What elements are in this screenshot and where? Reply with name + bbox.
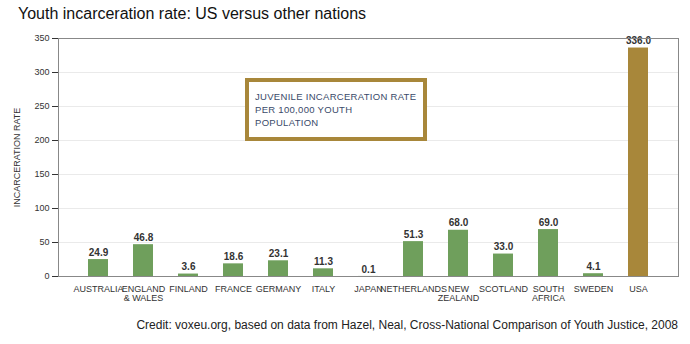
- svg-text:33.0: 33.0: [494, 241, 514, 252]
- svg-text:FRANCE: FRANCE: [215, 284, 252, 294]
- svg-text:AUSTRALIA: AUSTRALIA: [73, 284, 123, 294]
- svg-text:69.0: 69.0: [539, 217, 559, 228]
- svg-text:USA: USA: [629, 284, 648, 294]
- svg-text:11.3: 11.3: [314, 256, 333, 267]
- svg-text:NEWZEALAND: NEWZEALAND: [438, 284, 480, 303]
- html-text:Credit: voxeu.org, based on da: Credit: voxeu.org, based on data from Ha…: [136, 318, 678, 332]
- svg-text:350: 350: [34, 33, 49, 43]
- svg-text:GERMANY: GERMANY: [256, 284, 302, 294]
- svg-text:NETHERLANDS: NETHERLANDS: [380, 283, 447, 294]
- svg-text:SOUTHAFRICA: SOUTHAFRICA: [532, 284, 565, 303]
- svg-text:0: 0: [44, 271, 49, 281]
- svg-text:JAPAN: JAPAN: [354, 284, 382, 294]
- svg-text:46.8: 46.8: [134, 232, 154, 243]
- svg-text:23.1: 23.1: [269, 248, 289, 259]
- svg-text:250: 250: [34, 101, 49, 111]
- html-text:JUVENILE INCARCERATION RATE PE: JUVENILE INCARCERATION RATE PER 100,000 …: [255, 91, 417, 128]
- svg-text:300: 300: [34, 67, 49, 77]
- svg-text:51.3: 51.3: [404, 229, 424, 240]
- html-text:Youth incarceration rate: US v: Youth incarceration rate: US versus othe…: [18, 5, 366, 22]
- svg-text:24.9: 24.9: [89, 247, 109, 258]
- svg-text:50: 50: [39, 237, 49, 247]
- svg-text:4.1: 4.1: [587, 261, 601, 272]
- svg-text:150: 150: [34, 169, 49, 179]
- svg-text:FINLAND: FINLAND: [169, 284, 208, 294]
- svg-text:ENGLAND& WALES: ENGLAND& WALES: [122, 284, 166, 303]
- svg-text:18.6: 18.6: [224, 251, 244, 262]
- svg-text:200: 200: [34, 135, 49, 145]
- svg-text:ITALY: ITALY: [312, 284, 336, 294]
- svg-text:68.0: 68.0: [449, 217, 469, 228]
- svg-text:SWEDEN: SWEDEN: [574, 284, 614, 294]
- svg-text:0.1: 0.1: [362, 264, 376, 275]
- svg-text:SCOTLAND: SCOTLAND: [479, 284, 529, 294]
- svg-text:100: 100: [34, 203, 49, 213]
- svg-text:INCARCERATION RATE: INCARCERATION RATE: [12, 108, 22, 208]
- svg-text:3.6: 3.6: [182, 261, 196, 272]
- svg-text:336.0: 336.0: [626, 35, 651, 46]
